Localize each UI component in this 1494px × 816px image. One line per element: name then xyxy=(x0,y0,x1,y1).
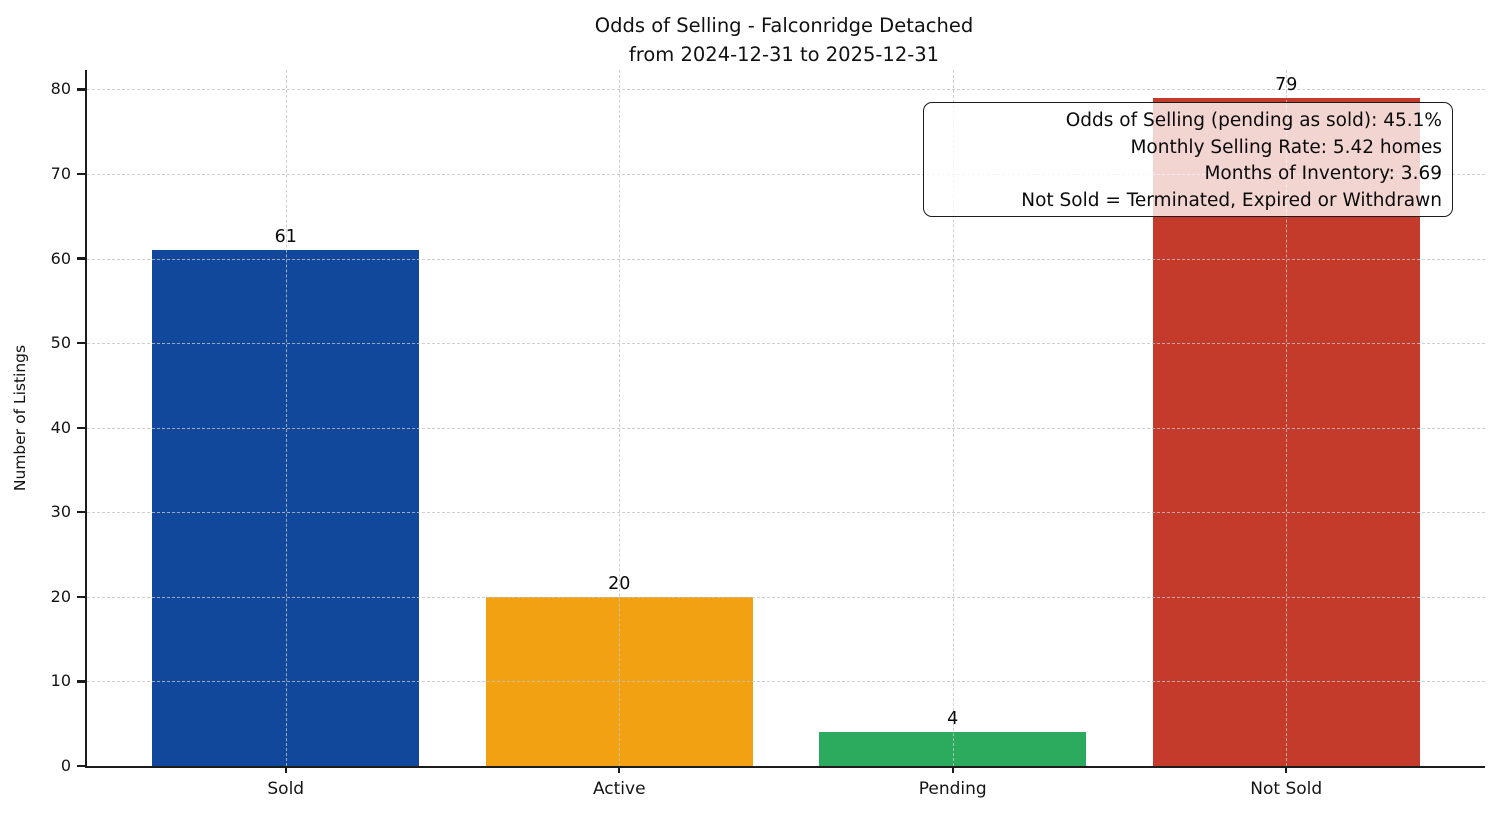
y-tick-label-30: 30 xyxy=(50,502,71,522)
y-tick-label-0: 0 xyxy=(60,756,71,775)
y-tick-label-80: 80 xyxy=(50,79,71,99)
y-tick-mark-20 xyxy=(76,595,85,598)
y-tick-mark-30 xyxy=(76,511,85,514)
y-tick-mark-10 xyxy=(76,680,85,683)
x-tick-label-active: Active xyxy=(592,779,646,799)
y-tick-label-40: 40 xyxy=(50,417,71,437)
y-tick-label-70: 70 xyxy=(50,164,71,184)
x-tick-label-sold: Sold xyxy=(267,779,305,799)
annotation-box: Odds of Selling (pending as sold): 45.1%… xyxy=(923,102,1453,217)
bar-value-pending: 4 xyxy=(947,709,959,730)
y-tick-label-50: 50 xyxy=(50,333,71,353)
chart-title: Odds of Selling - Falconridge Detached xyxy=(594,14,974,37)
y-tick-label-10: 10 xyxy=(50,671,71,691)
annotation-monthly-selling-rate: Monthly Selling Rate: 5.42 homes xyxy=(1130,136,1442,158)
x-tick-label-pending: Pending xyxy=(918,779,987,799)
annotation-odds-of-selling: Odds of Selling (pending as sold): 45.1% xyxy=(1065,110,1442,131)
bar-value-not-sold: 79 xyxy=(1275,74,1298,95)
x-tick-mark-active xyxy=(618,766,621,773)
x-tick-mark-not-sold xyxy=(1285,766,1288,773)
y-tick-label-60: 60 xyxy=(50,248,71,268)
bar-pending xyxy=(819,732,1087,766)
x-tick-mark-sold xyxy=(284,766,287,773)
annotation-not-sold-definition: Not Sold = Terminated, Expired or Withdr… xyxy=(1021,189,1442,211)
chart-title-block: Odds of Selling - Falconridge Detached f… xyxy=(85,11,1483,69)
y-tick-mark-40 xyxy=(76,426,85,429)
y-tick-label-20: 20 xyxy=(50,586,71,606)
annotation-months-of-inventory: Months of Inventory: 3.69 xyxy=(1204,163,1442,184)
y-tick-mark-60 xyxy=(76,257,85,260)
y-tick-mark-70 xyxy=(76,172,85,176)
bar-sold xyxy=(152,250,420,766)
bar-active xyxy=(485,596,753,766)
y-tick-mark-0 xyxy=(76,764,85,768)
bar-value-sold: 61 xyxy=(274,227,297,248)
y-tick-mark-80 xyxy=(76,88,85,91)
y-tick-mark-50 xyxy=(76,342,85,345)
x-tick-label-not-sold: Not Sold xyxy=(1250,779,1323,799)
bar-value-active: 20 xyxy=(608,573,631,594)
chart-subtitle: from 2024-12-31 to 2025-12-31 xyxy=(628,43,940,66)
x-tick-mark-pending xyxy=(951,766,954,773)
